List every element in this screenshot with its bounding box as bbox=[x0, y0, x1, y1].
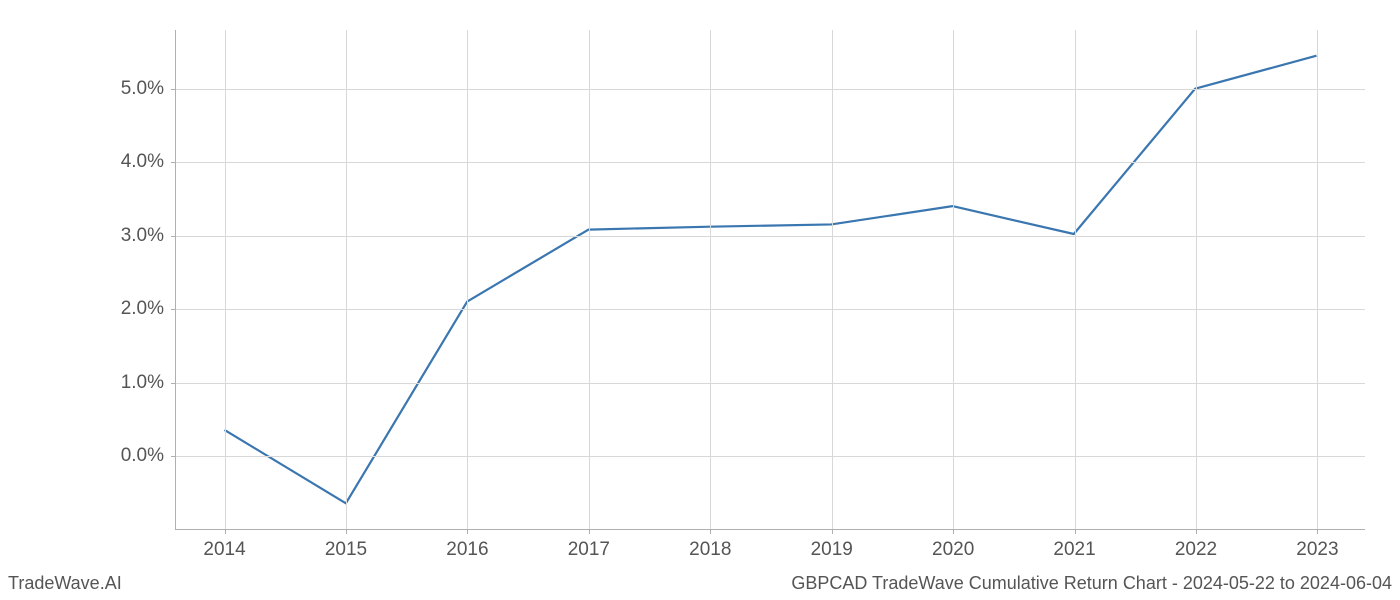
x-tick-label: 2018 bbox=[689, 529, 731, 561]
x-tick-label: 2021 bbox=[1053, 529, 1095, 561]
y-tick-label: 0.0% bbox=[121, 445, 176, 467]
x-tick-label: 2016 bbox=[446, 529, 488, 561]
grid-line-vertical bbox=[1317, 30, 1318, 529]
return-line bbox=[225, 56, 1317, 504]
grid-line-horizontal bbox=[176, 236, 1365, 237]
grid-line-vertical bbox=[467, 30, 468, 529]
y-tick-label: 4.0% bbox=[121, 151, 176, 173]
x-tick-label: 2017 bbox=[568, 529, 610, 561]
grid-line-horizontal bbox=[176, 162, 1365, 163]
plot-area: 0.0%1.0%2.0%3.0%4.0%5.0%2014201520162017… bbox=[175, 30, 1365, 530]
x-tick-label: 2023 bbox=[1296, 529, 1338, 561]
grid-line-vertical bbox=[1196, 30, 1197, 529]
y-tick-label: 5.0% bbox=[121, 78, 176, 100]
grid-line-horizontal bbox=[176, 89, 1365, 90]
x-tick-label: 2020 bbox=[932, 529, 974, 561]
grid-line-vertical bbox=[832, 30, 833, 529]
footer-right-text: GBPCAD TradeWave Cumulative Return Chart… bbox=[791, 573, 1392, 594]
grid-line-vertical bbox=[225, 30, 226, 529]
grid-line-horizontal bbox=[176, 383, 1365, 384]
grid-line-horizontal bbox=[176, 309, 1365, 310]
x-tick-label: 2022 bbox=[1175, 529, 1217, 561]
grid-line-vertical bbox=[346, 30, 347, 529]
grid-line-vertical bbox=[710, 30, 711, 529]
grid-line-horizontal bbox=[176, 456, 1365, 457]
y-tick-label: 2.0% bbox=[121, 298, 176, 320]
y-tick-label: 3.0% bbox=[121, 225, 176, 247]
line-chart-svg bbox=[176, 30, 1365, 529]
x-tick-label: 2014 bbox=[203, 529, 245, 561]
x-tick-label: 2015 bbox=[325, 529, 367, 561]
grid-line-vertical bbox=[1075, 30, 1076, 529]
footer-left-text: TradeWave.AI bbox=[8, 573, 122, 594]
grid-line-vertical bbox=[589, 30, 590, 529]
y-tick-label: 1.0% bbox=[121, 372, 176, 394]
chart-container: 0.0%1.0%2.0%3.0%4.0%5.0%2014201520162017… bbox=[175, 30, 1365, 530]
x-tick-label: 2019 bbox=[811, 529, 853, 561]
grid-line-vertical bbox=[953, 30, 954, 529]
